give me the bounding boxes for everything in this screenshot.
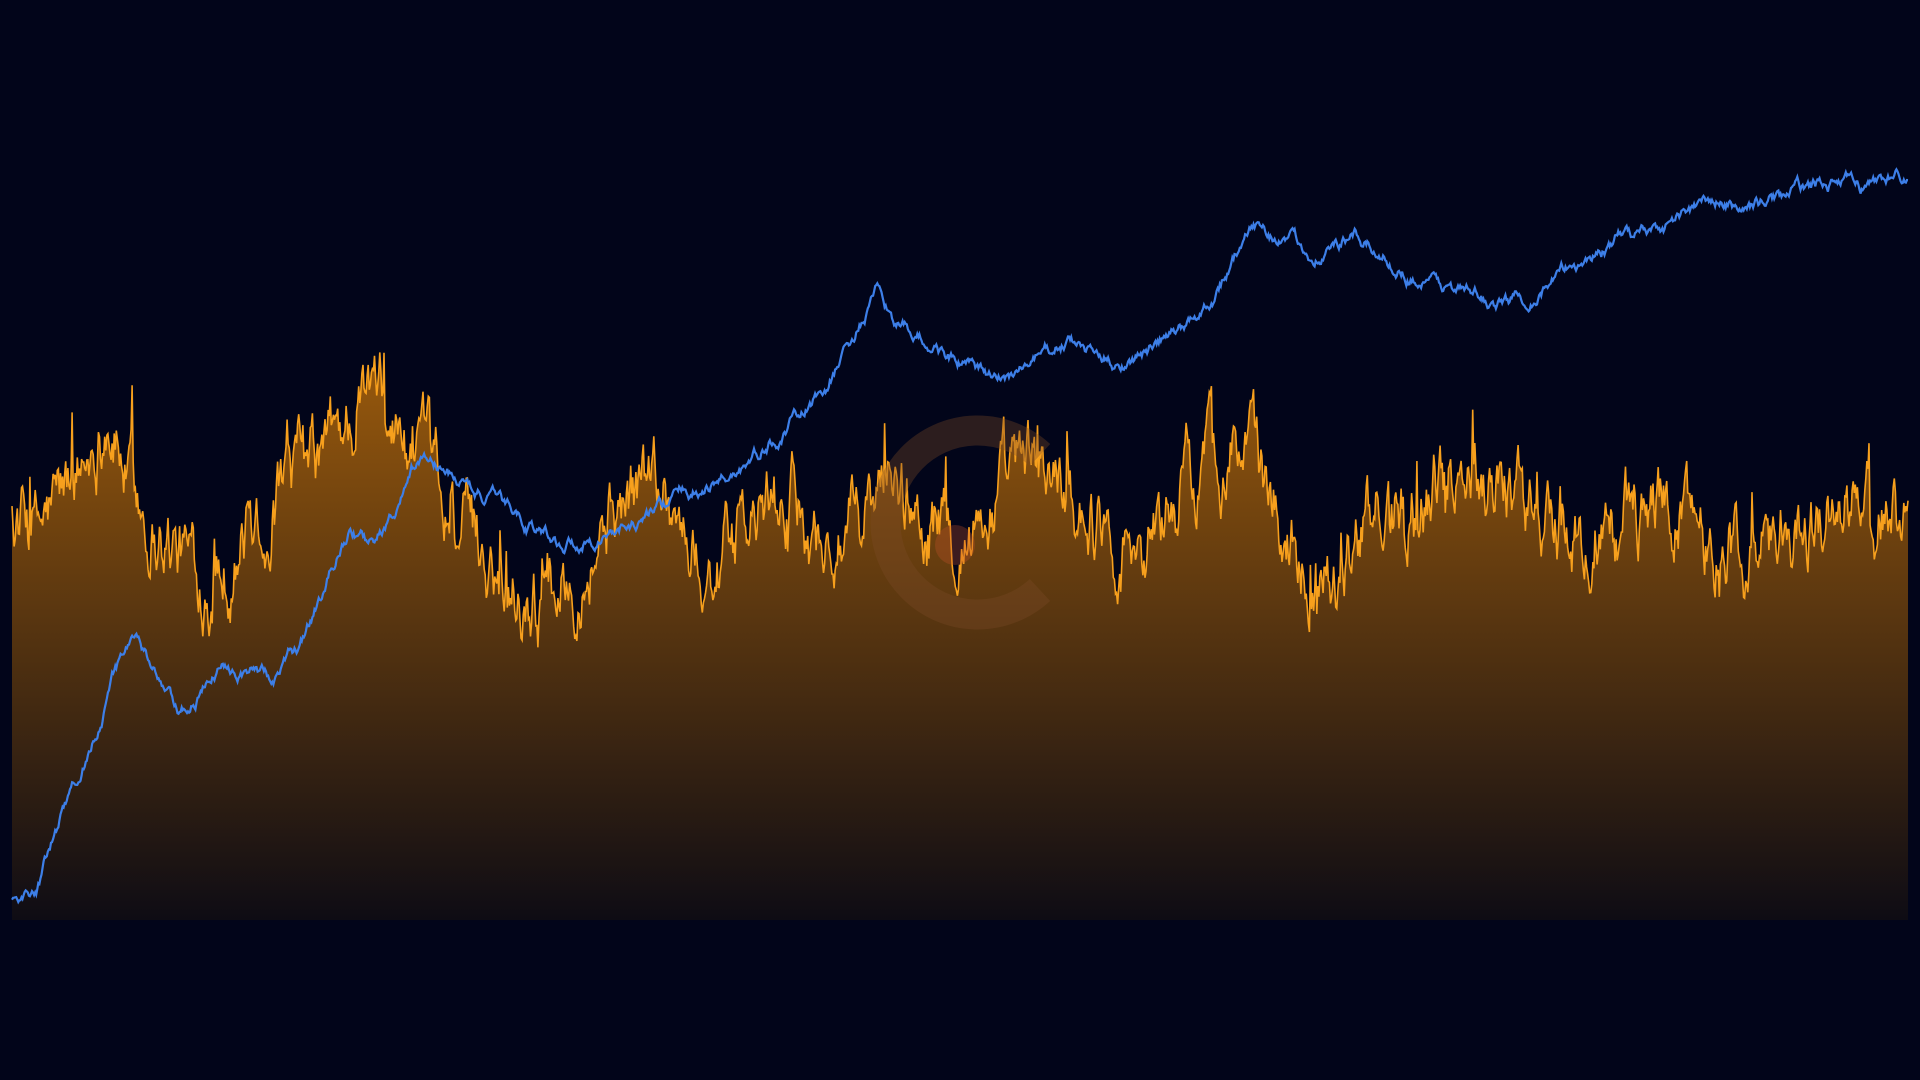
plot-area bbox=[11, 167, 1909, 920]
watermark-dot bbox=[935, 525, 975, 565]
coin-logo-watermark-icon bbox=[870, 415, 1051, 630]
blue-series-line bbox=[11, 167, 1909, 905]
watermark-ring bbox=[870, 415, 1051, 630]
orange-series-line bbox=[11, 352, 1909, 648]
orange-area-fill bbox=[12, 352, 1908, 920]
